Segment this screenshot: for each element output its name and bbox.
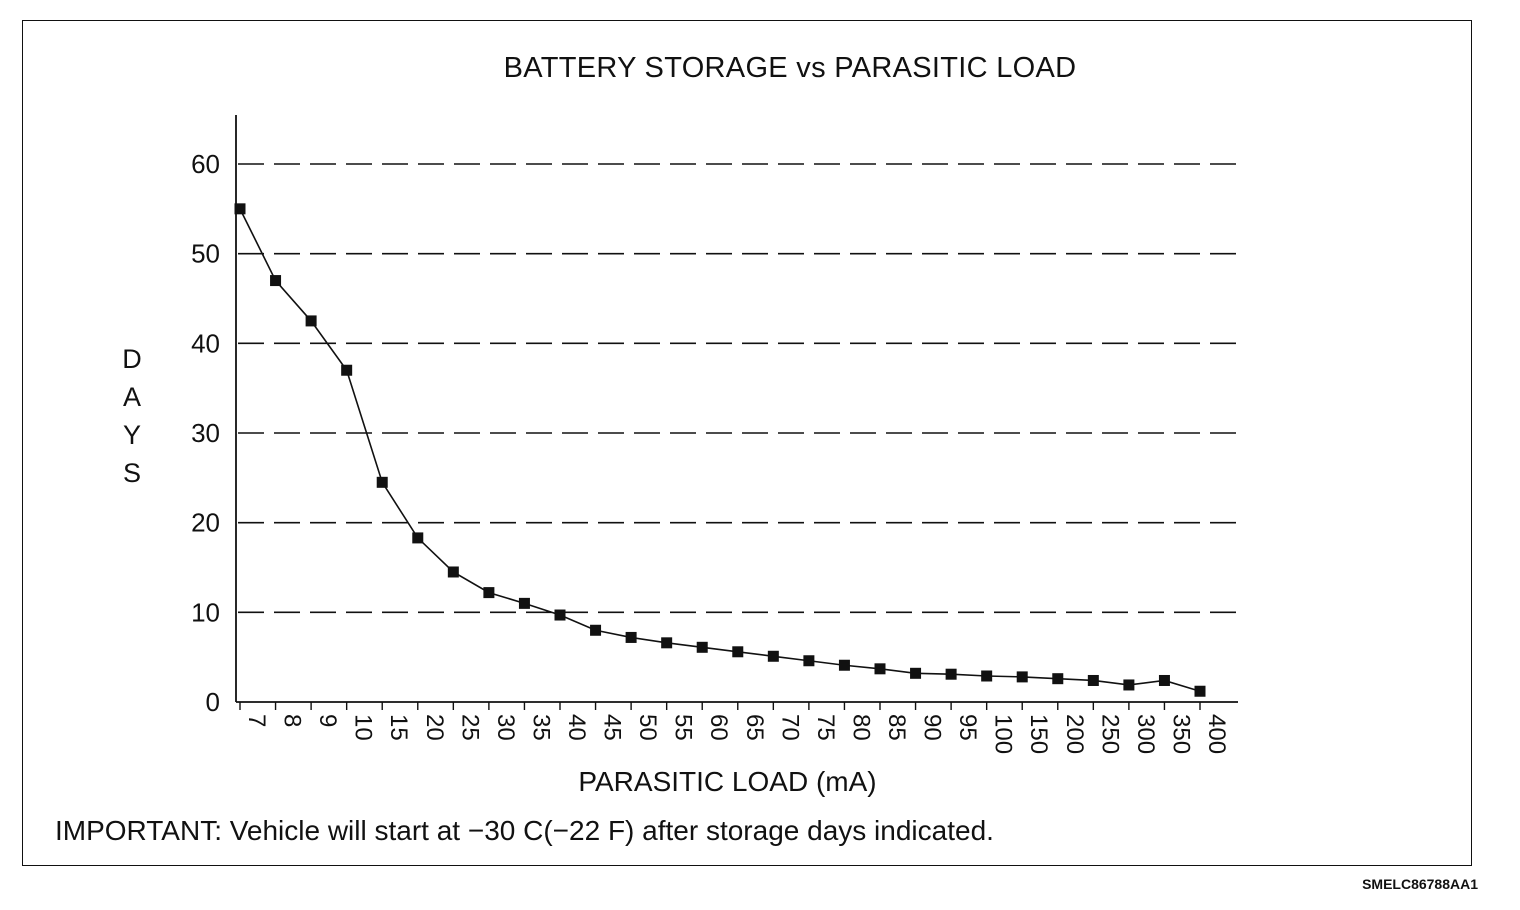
data-point (376, 476, 388, 488)
y-tick-label: 60 (191, 149, 220, 179)
x-tick-label: 95 (954, 714, 981, 741)
data-point (270, 275, 282, 287)
data-point (590, 624, 602, 636)
x-tick-label: 7 (243, 714, 270, 727)
data-point (696, 641, 708, 653)
x-tick-label: 100 (990, 714, 1017, 754)
x-tick-label: 80 (847, 714, 874, 741)
x-tick-label: 75 (812, 714, 839, 741)
y-tick-label: 40 (191, 328, 220, 358)
x-tick-label: 30 (492, 714, 519, 741)
x-tick-label: 85 (883, 714, 910, 741)
x-tick-label: 90 (919, 714, 946, 741)
figure-code: SMELC86788AA1 (1362, 876, 1478, 892)
y-tick-label: 50 (191, 239, 220, 269)
series-line (239, 208, 1201, 693)
y-tick-label: 0 (206, 687, 220, 717)
data-point (625, 631, 637, 643)
data-point (838, 659, 850, 671)
x-tick-label: 20 (421, 714, 448, 741)
y-tick-label: 20 (191, 508, 220, 538)
x-tick-label: 200 (1061, 714, 1088, 754)
data-point (1123, 679, 1135, 691)
x-tick-label: 60 (705, 714, 732, 741)
x-tick-label: 55 (670, 714, 697, 741)
data-point (305, 315, 317, 327)
x-tick-label: 350 (1167, 714, 1194, 754)
x-tick-label: 400 (1203, 714, 1230, 754)
x-tick-label: 9 (314, 714, 341, 727)
data-point (661, 637, 673, 649)
data-point (412, 532, 424, 544)
x-tick-label: 15 (385, 714, 412, 741)
data-point (803, 655, 815, 667)
y-tick-label: 10 (191, 597, 220, 627)
y-axis-label-letter: Y (122, 420, 141, 450)
y-axis-label-letter: S (122, 458, 141, 488)
x-tick-label: 35 (527, 714, 554, 741)
data-point (554, 609, 566, 621)
x-tick-label: 10 (350, 714, 377, 741)
data-point (447, 566, 459, 578)
data-point (874, 663, 886, 675)
data-point (483, 587, 495, 599)
y-tick-label: 30 (191, 418, 220, 448)
x-tick-label: 8 (279, 714, 306, 727)
y-axis-label-letter: A (122, 382, 141, 412)
x-axis-label: PARASITIC LOAD (mA) (578, 766, 877, 797)
data-point (1194, 685, 1206, 697)
x-tick-label: 150 (1025, 714, 1052, 754)
data-point (767, 650, 779, 662)
important-note: IMPORTANT: Vehicle will start at −30 C(−… (55, 815, 994, 846)
data-point (910, 667, 922, 679)
data-point (1016, 671, 1028, 683)
x-tick-label: 25 (456, 714, 483, 741)
x-tick-label: 300 (1132, 714, 1159, 754)
data-point (234, 203, 246, 215)
x-tick-label: 250 (1096, 714, 1123, 754)
x-tick-label: 50 (634, 714, 661, 741)
data-point (732, 646, 744, 658)
x-tick-label: 40 (563, 714, 590, 741)
x-tick-label: 70 (776, 714, 803, 741)
x-tick-label: 45 (599, 714, 626, 741)
data-point (945, 668, 957, 680)
chart-title: BATTERY STORAGE vs PARASITIC LOAD (503, 52, 1077, 84)
data-point (341, 364, 353, 376)
data-point (981, 670, 993, 682)
data-point (1087, 674, 1099, 686)
data-point (1158, 674, 1170, 686)
data-point (1052, 673, 1064, 685)
y-axis-label-letter: D (122, 344, 142, 374)
data-point (518, 597, 530, 609)
x-tick-label: 65 (741, 714, 768, 741)
figure-frame (22, 20, 1472, 866)
